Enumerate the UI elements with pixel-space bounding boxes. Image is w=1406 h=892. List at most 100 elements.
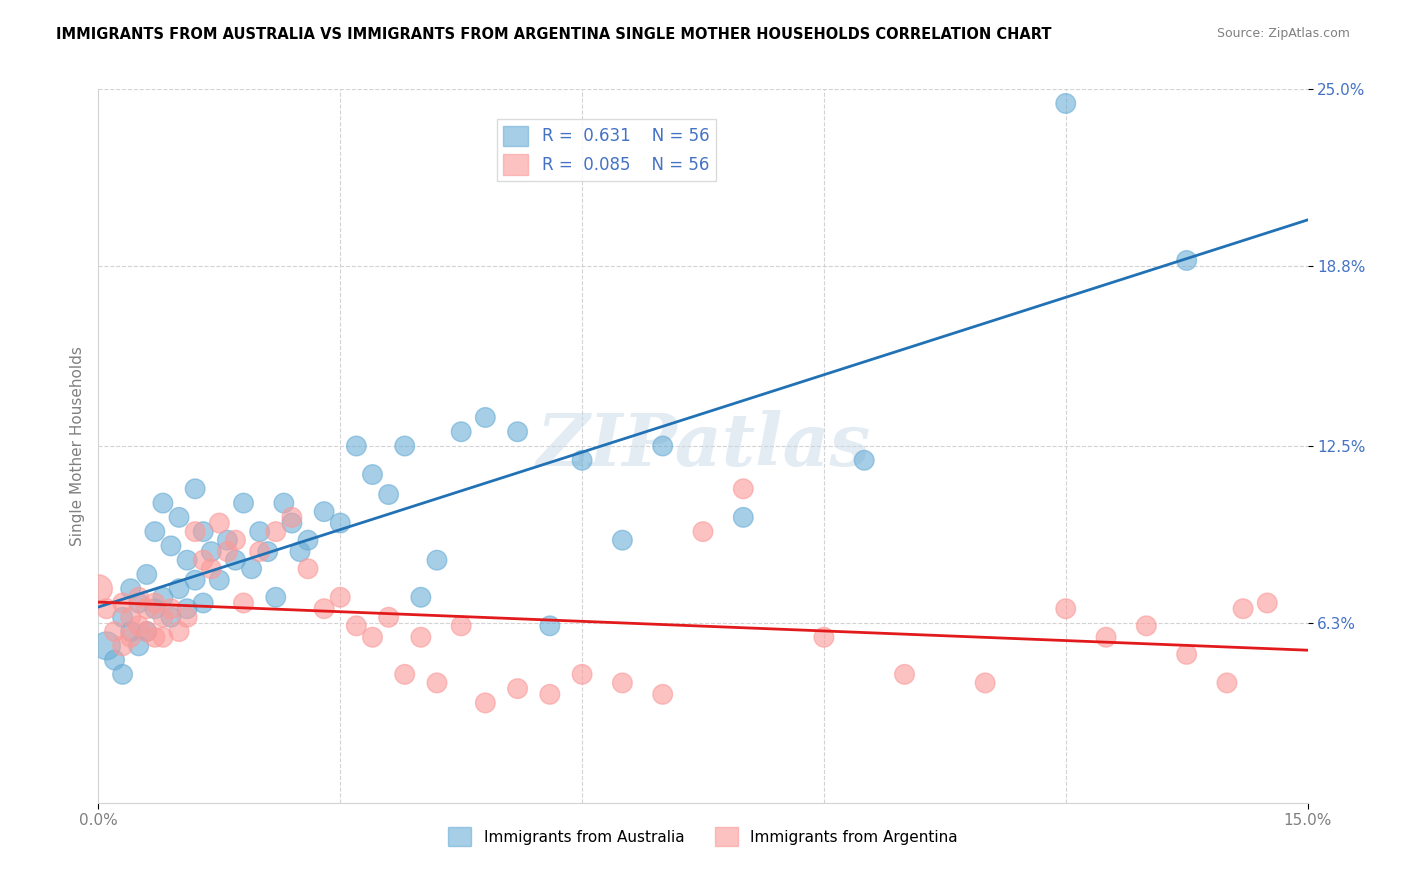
Point [103,624,125,639]
Text: IMMIGRANTS FROM AUSTRALIA VS IMMIGRANTS FROM ARGENTINA SINGLE MOTHER HOUSEHOLDS : IMMIGRANTS FROM AUSTRALIA VS IMMIGRANTS … [56,27,1052,42]
Point [128,639,150,653]
Point [1054,96,1077,111]
Point [111,610,134,624]
Point [297,533,319,548]
Point [152,610,174,624]
Point [176,553,198,567]
Point [193,524,215,539]
Point [160,610,183,624]
Point [200,562,222,576]
Point [692,524,714,539]
Point [651,439,673,453]
Point [264,591,287,605]
Point [273,496,295,510]
Point [281,510,304,524]
Point [853,453,876,467]
Point [167,624,190,639]
Point [111,667,134,681]
Point [232,596,254,610]
Point [217,544,239,558]
Point [176,601,198,615]
Point [409,630,432,644]
Point [264,524,287,539]
Point [450,619,472,633]
Point [152,496,174,510]
Point [200,544,222,558]
Point [87,582,110,596]
Point [103,653,125,667]
Point [409,591,432,605]
Point [152,630,174,644]
Point [160,539,183,553]
Point [1095,630,1118,644]
Point [361,630,384,644]
Point [1175,648,1198,662]
Point [394,439,416,453]
Text: Source: ZipAtlas.com: Source: ZipAtlas.com [1216,27,1350,40]
Point [344,619,367,633]
Point [538,619,561,633]
Point [1054,601,1077,615]
Point [96,639,118,653]
Point [184,482,207,496]
Point [344,439,367,453]
Point [152,591,174,605]
Point [974,676,997,690]
Point [329,591,352,605]
Point [474,696,496,710]
Point [377,487,399,501]
Point [143,601,166,615]
Point [361,467,384,482]
Point [184,524,207,539]
Point [893,667,915,681]
Point [167,510,190,524]
Point [612,533,634,548]
Point [450,425,472,439]
Point [314,601,336,615]
Point [329,516,352,530]
Point [217,533,239,548]
Point [143,630,166,644]
Point [232,496,254,510]
Point [96,601,118,615]
Point [208,516,231,530]
Point [135,601,157,615]
Point [297,562,319,576]
Point [249,524,271,539]
Point [506,681,529,696]
Point [426,553,449,567]
Point [1175,253,1198,268]
Point [1216,676,1239,690]
Y-axis label: Single Mother Households: Single Mother Households [69,346,84,546]
Point [111,639,134,653]
Point [394,667,416,681]
Point [120,582,142,596]
Point [612,676,634,690]
Point [135,567,157,582]
Point [111,596,134,610]
Point [135,624,157,639]
Point [571,667,593,681]
Point [733,482,755,496]
Point [314,505,336,519]
Point [120,630,142,644]
Point [506,425,529,439]
Point [143,596,166,610]
Point [256,544,278,558]
Point [651,687,673,701]
Point [288,544,311,558]
Text: ZIPatlas: ZIPatlas [536,410,870,482]
Point [1232,601,1254,615]
Point [281,516,304,530]
Point [167,582,190,596]
Legend: Immigrants from Australia, Immigrants from Argentina: Immigrants from Australia, Immigrants fr… [443,822,963,852]
Point [135,624,157,639]
Point [426,676,449,690]
Point [208,573,231,587]
Point [120,610,142,624]
Point [128,591,150,605]
Point [193,596,215,610]
Point [1135,619,1157,633]
Point [176,610,198,624]
Point [377,610,399,624]
